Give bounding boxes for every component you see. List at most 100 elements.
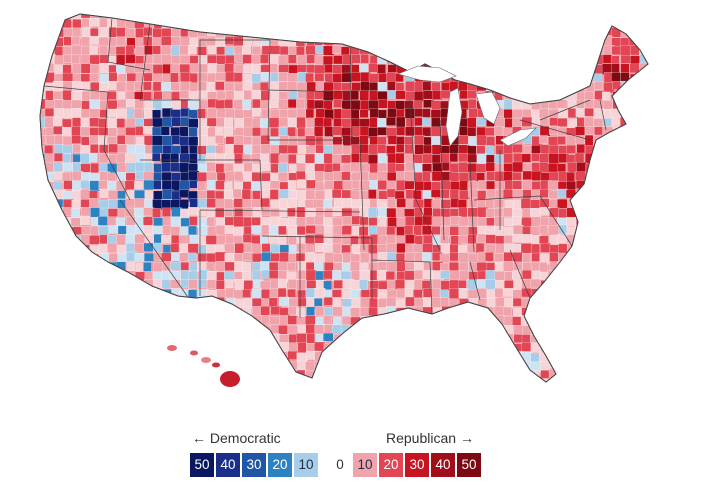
county-cell xyxy=(315,379,327,382)
county-cell xyxy=(476,262,488,272)
county-cell xyxy=(386,234,396,245)
county-cell xyxy=(44,28,55,39)
county-cell xyxy=(152,208,161,218)
county-cell xyxy=(514,388,524,397)
county-cell xyxy=(107,190,118,201)
county-cell xyxy=(639,324,648,335)
county-cell xyxy=(638,333,648,343)
county-cell xyxy=(71,343,82,354)
county-cell xyxy=(350,162,360,172)
county-cell xyxy=(161,388,171,399)
county-cell xyxy=(233,226,244,236)
county-cell xyxy=(215,19,224,30)
county-cell xyxy=(243,361,253,371)
county-cell xyxy=(449,14,460,21)
county-cell xyxy=(287,28,297,37)
great-lakes xyxy=(397,65,537,147)
county-cell xyxy=(323,117,332,128)
county-cell xyxy=(647,35,648,46)
county-cell xyxy=(269,180,281,189)
county-cell xyxy=(395,378,405,382)
county-cell xyxy=(521,27,533,39)
county-cell xyxy=(215,135,225,144)
county-cell xyxy=(53,225,65,237)
county-cell xyxy=(432,315,442,325)
county-cell xyxy=(620,145,632,155)
county-cell xyxy=(386,116,396,126)
county-cell xyxy=(40,298,44,309)
county-cell xyxy=(602,54,613,64)
county-cell xyxy=(359,334,370,345)
county-cell xyxy=(431,199,441,210)
county-cell xyxy=(539,126,551,137)
county-cell xyxy=(494,55,504,67)
county-cell xyxy=(378,190,388,200)
county-cell xyxy=(460,388,471,398)
county-cell xyxy=(621,332,631,343)
county-cell xyxy=(63,261,72,270)
county-cell xyxy=(440,243,451,254)
county-cell xyxy=(188,289,198,301)
county-cell xyxy=(368,315,378,325)
county-cell xyxy=(126,324,136,334)
county-cell xyxy=(197,198,209,208)
county-cell xyxy=(287,325,299,335)
county-cell xyxy=(540,389,549,398)
county-cell xyxy=(53,352,65,364)
county-cell xyxy=(71,108,81,119)
county-cell xyxy=(62,162,73,172)
county-cell xyxy=(207,19,219,30)
county-cell xyxy=(161,98,172,109)
county-cell xyxy=(584,224,594,235)
county-cell xyxy=(639,360,648,371)
county-cell xyxy=(116,36,126,46)
county-cell xyxy=(494,46,506,57)
county-cell xyxy=(594,144,605,156)
county-cell xyxy=(378,18,390,29)
county-cell xyxy=(504,14,514,21)
county-cell xyxy=(450,19,460,29)
county-cell xyxy=(638,243,648,253)
county-cell xyxy=(359,135,369,146)
county-cell xyxy=(594,37,603,47)
county-cell xyxy=(305,45,317,55)
county-cell xyxy=(522,90,532,101)
county-cell xyxy=(423,360,434,370)
county-cell xyxy=(89,153,98,163)
county-cell xyxy=(152,361,163,370)
county-cell xyxy=(314,287,326,299)
county-cell xyxy=(422,14,434,20)
county-cell xyxy=(548,153,560,164)
county-cell xyxy=(306,179,317,189)
county-cell xyxy=(603,198,613,210)
county-cell xyxy=(377,14,388,19)
county-cell xyxy=(649,198,658,209)
county-cell xyxy=(189,14,199,21)
county-cell xyxy=(485,72,495,82)
county-cell xyxy=(106,234,117,244)
county-cell xyxy=(459,270,470,281)
county-cell xyxy=(367,28,378,38)
county-cell xyxy=(134,324,144,335)
county-cell xyxy=(593,188,605,198)
county-cell xyxy=(107,305,118,315)
county-cell xyxy=(603,280,613,291)
county-cell xyxy=(116,162,126,173)
county-cell xyxy=(134,334,145,345)
county-cell xyxy=(251,288,262,300)
county-cell xyxy=(585,44,595,56)
county-cell xyxy=(342,316,352,326)
county-cell xyxy=(341,82,351,92)
county-cell xyxy=(297,14,307,19)
county-cell xyxy=(323,36,335,46)
county-cell xyxy=(576,280,587,292)
county-cell xyxy=(413,235,423,246)
state-border-line xyxy=(469,159,475,253)
county-cell xyxy=(502,360,515,370)
county-cell xyxy=(125,127,137,136)
county-cell xyxy=(126,14,137,21)
county-cell xyxy=(647,261,648,273)
county-cell xyxy=(468,352,478,364)
county-cell xyxy=(629,145,641,157)
county-cell xyxy=(197,172,208,182)
